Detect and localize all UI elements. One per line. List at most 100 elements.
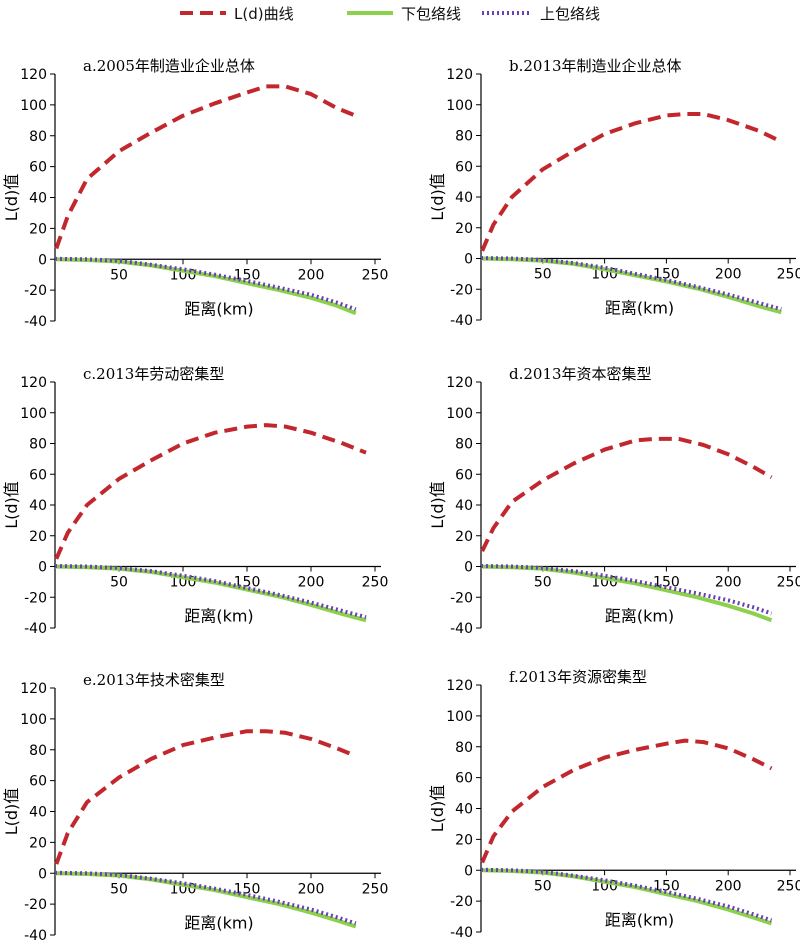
- x-axis-label: 距离(km): [605, 299, 674, 318]
- y-tick-label: -20: [450, 894, 473, 910]
- y-tick-label: 120: [446, 678, 473, 694]
- y-tick-label: 0: [38, 866, 47, 882]
- y-tick-label: -20: [24, 897, 47, 913]
- y-tick-label: -40: [24, 621, 47, 637]
- chart-title: a.2005年制造业企业总体: [83, 57, 255, 75]
- y-axis-label: L(d)值: [428, 481, 447, 529]
- x-axis-label: 距离(km): [184, 913, 253, 932]
- x-axis-label: 距离(km): [184, 607, 253, 626]
- y-tick-label: -40: [24, 314, 47, 330]
- legend-label-upper: 上包络线: [540, 4, 601, 23]
- series-line-upper: [480, 256, 782, 312]
- series-line-ld: [480, 112, 783, 252]
- x-tick-label: 250: [362, 267, 389, 283]
- y-tick-label: -20: [24, 283, 47, 299]
- y-tick-label: 40: [29, 498, 47, 514]
- y-tick-label: 0: [464, 560, 473, 576]
- x-tick-label: 250: [777, 267, 800, 283]
- y-tick-label: 20: [29, 221, 47, 237]
- y-tick-label: 60: [29, 160, 47, 176]
- legend-item-ld: L(d)曲线: [178, 2, 294, 24]
- series-line-upper: [480, 564, 773, 616]
- y-tick-label: 20: [455, 832, 473, 848]
- y-tick-label: 20: [29, 529, 47, 545]
- y-tick-label: 0: [464, 252, 473, 268]
- x-tick-label: 250: [777, 575, 800, 591]
- x-tick-label: 50: [534, 267, 552, 283]
- y-tick-label: 120: [20, 375, 47, 391]
- y-tick-label: 40: [29, 191, 47, 207]
- x-tick-label: 200: [298, 575, 325, 591]
- y-tick-label: -20: [450, 282, 473, 298]
- x-tick-label: 200: [715, 267, 742, 283]
- x-tick-label: 250: [777, 878, 800, 894]
- y-tick-label: 20: [455, 529, 473, 545]
- y-tick-label: 80: [455, 437, 473, 453]
- y-tick-label: 0: [38, 560, 47, 576]
- y-axis-label: L(d)值: [428, 173, 447, 221]
- y-tick-label: 80: [29, 437, 47, 453]
- y-tick-label: 40: [29, 805, 47, 821]
- legend-label-ld: L(d)曲线: [234, 4, 294, 23]
- y-tick-label: 100: [446, 406, 473, 422]
- y-tick-label: -20: [24, 590, 47, 606]
- x-tick-label: 50: [534, 575, 552, 591]
- y-tick-label: 100: [20, 98, 47, 114]
- y-tick-label: 120: [446, 375, 473, 391]
- x-tick-label: 200: [298, 267, 325, 283]
- y-tick-label: 100: [446, 709, 473, 725]
- x-tick-label: 200: [715, 878, 742, 894]
- x-tick-label: 50: [110, 267, 128, 283]
- legend-item-upper: 上包络线: [480, 2, 600, 24]
- series-line-upper: [480, 867, 773, 923]
- y-tick-label: 120: [446, 67, 473, 83]
- y-tick-label: -40: [450, 313, 473, 329]
- y-tick-label: 20: [455, 221, 473, 237]
- series-line-ld: [54, 423, 367, 560]
- y-tick-label: 100: [446, 98, 473, 114]
- chart-title: f.2013年资源密集型: [509, 668, 647, 686]
- y-tick-label: 40: [455, 802, 473, 818]
- x-tick-label: 200: [715, 575, 742, 591]
- series-line-upper: [54, 870, 357, 926]
- y-tick-label: 100: [20, 406, 47, 422]
- y-tick-label: 80: [29, 129, 47, 145]
- legend-swatch-ld: [180, 11, 226, 15]
- y-tick-label: 120: [20, 681, 47, 697]
- legend-label-lower: 下包络线: [401, 4, 462, 23]
- chart-title: e.2013年技术密集型: [83, 671, 225, 689]
- y-tick-label: -40: [24, 928, 47, 941]
- y-tick-label: -20: [450, 590, 473, 606]
- x-tick-label: 200: [298, 881, 325, 897]
- y-tick-label: 120: [20, 67, 47, 83]
- legend-swatch-lower: [347, 11, 393, 15]
- series-line-upper: [54, 564, 367, 620]
- chart-title: d.2013年资本密集型: [509, 365, 652, 383]
- series-line-upper: [54, 256, 357, 312]
- series-line-ld: [54, 84, 357, 250]
- x-tick-label: 50: [110, 575, 128, 591]
- y-tick-label: -40: [450, 925, 473, 941]
- x-tick-label: 250: [362, 881, 389, 897]
- y-axis-label: L(d)值: [2, 174, 21, 222]
- series-line-ld: [480, 738, 773, 864]
- y-tick-label: 60: [29, 774, 47, 790]
- chart-title: c.2013年劳动密集型: [83, 365, 224, 383]
- y-tick-label: 80: [455, 129, 473, 145]
- x-axis-label: 距离(km): [605, 910, 674, 929]
- series-line-ld: [480, 436, 773, 552]
- y-tick-label: 0: [38, 252, 47, 268]
- legend-swatch-upper: [482, 11, 532, 15]
- y-tick-label: 80: [455, 740, 473, 756]
- legend: L(d)曲线 下包络线 上包络线: [0, 0, 800, 28]
- y-tick-label: 40: [455, 498, 473, 514]
- y-tick-label: -40: [450, 621, 473, 637]
- chart-title: b.2013年制造业企业总体: [509, 57, 682, 75]
- y-axis-label: L(d)值: [2, 788, 21, 836]
